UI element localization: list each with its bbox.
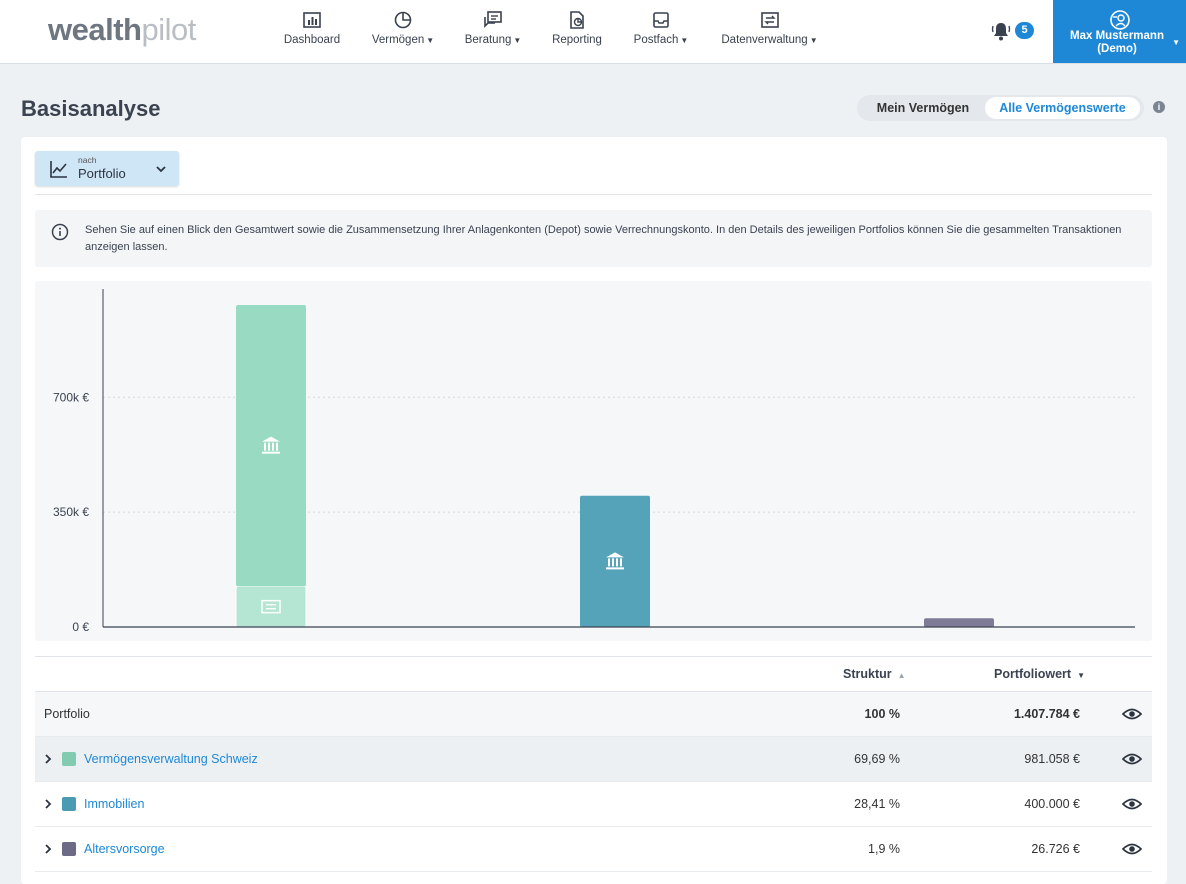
chart-svg: 0 € 350k € 700k €	[53, 289, 1135, 634]
selector-value: Portfolio	[78, 166, 126, 181]
eye-icon[interactable]	[1122, 706, 1142, 722]
portfolio-chart: 0 € 350k € 700k €	[35, 281, 1152, 641]
chevron-down-icon	[156, 166, 166, 173]
color-swatch	[62, 842, 76, 856]
total-struktur: 100 %	[864, 707, 900, 721]
user-switch-icon	[1110, 10, 1130, 30]
user-name: Max Mustermann	[1070, 30, 1164, 42]
bank-icon	[262, 436, 280, 454]
info-text: Sehen Sie auf einen Blick den Gesamtwert…	[85, 224, 1122, 253]
color-swatch	[62, 752, 76, 766]
transfer-icon	[760, 12, 779, 28]
nav-datenverwaltung[interactable]: Datenverwaltung ▼	[719, 10, 820, 54]
y-tick-label: 700k €	[53, 390, 89, 404]
info-circle-icon	[51, 223, 69, 241]
bar-chart-icon	[303, 12, 321, 28]
sort-icon: ▲	[897, 671, 906, 680]
row-wert: 981.058 €	[1024, 752, 1080, 766]
chat-icon	[484, 11, 502, 28]
nav-datenverwaltung-label: Datenverwaltung	[721, 34, 808, 46]
color-swatch	[62, 797, 76, 811]
eye-icon[interactable]	[1122, 841, 1142, 857]
toggle-alle-vermoegenswerte[interactable]: Alle Vermögenswerte	[985, 97, 1140, 119]
column-struktur-label: Struktur	[843, 667, 892, 681]
row-struktur: 1,9 %	[868, 842, 900, 856]
nav-reporting-label: Reporting	[552, 34, 602, 46]
chevron-right-icon[interactable]	[43, 797, 53, 811]
total-wert: 1.407.784 €	[1013, 707, 1080, 721]
report-icon	[570, 11, 584, 29]
selector-prefix: nach	[78, 155, 97, 165]
table-row[interactable]: Altersvorsorge 1,9 % 26.726 €	[35, 827, 1152, 872]
bar-depot	[580, 495, 650, 627]
nav-beratung[interactable]: Beratung ▼	[463, 10, 523, 54]
caret-down-icon: ▼	[513, 36, 522, 45]
nav-postfach-label: Postfach	[633, 34, 679, 46]
row-struktur: 69,69 %	[854, 752, 900, 766]
line-chart-icon	[50, 161, 67, 178]
eye-icon[interactable]	[1122, 796, 1142, 812]
portfolio-link[interactable]: Altersvorsorge	[84, 842, 165, 856]
chevron-right-icon[interactable]	[43, 842, 53, 856]
toggle-mein-vermoegen[interactable]: Mein Vermögen	[876, 101, 970, 115]
caret-down-icon: ▼	[809, 36, 818, 45]
analysis-card: nach Portfolio Sehen Sie auf einen Blick…	[21, 137, 1167, 884]
table-row-total: Portfolio 100 % 1.407.784 €	[35, 692, 1152, 737]
column-struktur[interactable]: Struktur ▲	[843, 667, 906, 681]
caret-down-icon: ▼	[426, 36, 435, 45]
bar-depot	[236, 305, 306, 587]
y-tick-label: 0 €	[72, 620, 89, 634]
nav-vermoegen-label: Vermögen	[371, 34, 425, 46]
wealthpilot-logo[interactable]: wealthpilot	[48, 12, 196, 47]
bar-verrechnungskonto	[235, 585, 307, 628]
user-menu[interactable]: Max Mustermann (Demo) ▼	[1053, 0, 1186, 63]
caret-down-icon: ▼	[1172, 38, 1180, 47]
group-by-selector[interactable]: nach Portfolio	[35, 151, 179, 186]
row-wert: 400.000 €	[1024, 797, 1080, 811]
scope-toggle: Mein Vermögen Alle Vermögenswerte	[857, 95, 1144, 121]
divider	[35, 194, 1152, 195]
page-title: Basisanalyse	[21, 96, 161, 121]
bar-depot	[924, 618, 994, 627]
row-struktur: 28,41 %	[854, 797, 900, 811]
table-header: Struktur ▲ Portfoliowert ▼	[35, 656, 1152, 692]
sort-desc-icon: ▼	[1077, 671, 1086, 680]
info-box: Sehen Sie auf einen Blick den Gesamtwert…	[35, 210, 1152, 267]
portfolio-link[interactable]: Vermögensverwaltung Schweiz	[84, 752, 258, 766]
column-portfoliowert[interactable]: Portfoliowert ▼	[994, 667, 1085, 681]
caret-down-icon: ▼	[680, 36, 689, 45]
nav-vermoegen[interactable]: Vermögen ▼	[370, 10, 436, 54]
info-icon[interactable]: i	[1153, 101, 1165, 113]
nav-dashboard[interactable]: Dashboard	[283, 10, 341, 54]
chevron-right-icon[interactable]	[43, 752, 53, 766]
notification-badge[interactable]: 5	[1015, 22, 1034, 39]
y-tick-label: 350k €	[53, 505, 89, 519]
bell-icon[interactable]	[990, 20, 1012, 42]
eye-icon[interactable]	[1122, 751, 1142, 767]
transfer-icon	[261, 599, 281, 614]
user-demo-label: (Demo)	[1097, 43, 1137, 55]
column-portfoliowert-label: Portfoliowert	[994, 667, 1072, 681]
inbox-icon	[653, 12, 669, 28]
table-row[interactable]: Immobilien 28,41 % 400.000 €	[35, 782, 1152, 827]
portfolio-link[interactable]: Immobilien	[84, 797, 145, 811]
nav-dashboard-label: Dashboard	[283, 34, 341, 46]
bank-icon	[606, 552, 624, 570]
nav-beratung-label: Beratung	[464, 34, 512, 46]
nav-postfach[interactable]: Postfach ▼	[632, 10, 690, 54]
top-navigation-bar: wealthpilot Dashboard Vermögen ▼ Beratung…	[0, 0, 1186, 64]
row-wert: 26.726 €	[1031, 842, 1080, 856]
total-label: Portfolio	[44, 707, 90, 721]
pie-chart-icon	[394, 11, 412, 29]
nav-reporting[interactable]: Reporting	[550, 10, 604, 54]
table-row[interactable]: Vermögensverwaltung Schweiz 69,69 % 981.…	[35, 737, 1152, 782]
